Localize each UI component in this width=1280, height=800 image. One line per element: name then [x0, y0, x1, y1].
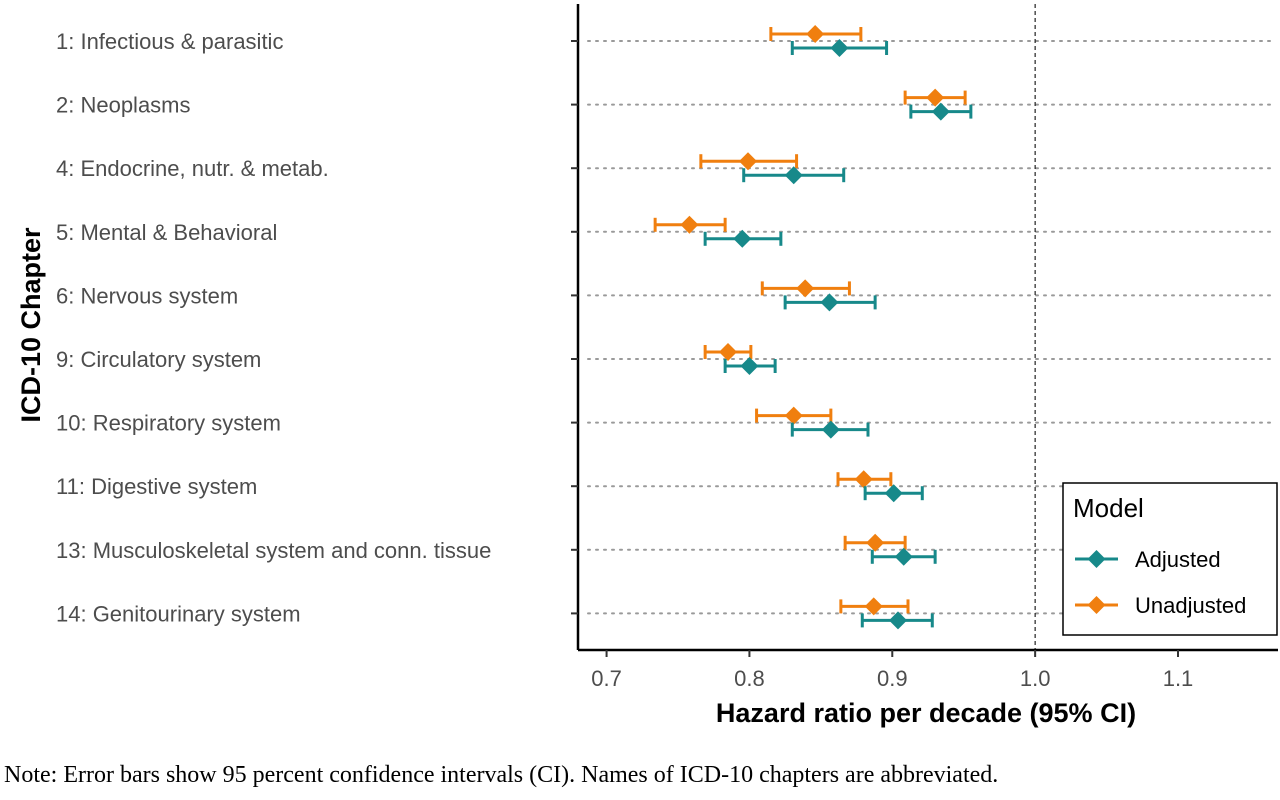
category-labels: 1: Infectious & parasitic 2: Neoplasms 4: … — [56, 29, 491, 626]
point-estimate — [926, 88, 945, 107]
legend-item-adjusted: Adjusted — [1075, 547, 1221, 572]
point-estimate — [854, 470, 873, 489]
category-label: 6: Nervous system — [56, 283, 238, 308]
legend-label: Adjusted — [1135, 547, 1221, 572]
category-label: 14: Genitourinary system — [56, 601, 301, 626]
x-tick-label: 0.8 — [734, 666, 765, 691]
category-label: 13: Musculoskeletal system and conn. tis… — [56, 538, 491, 563]
point-estimate — [739, 152, 757, 171]
y-ticks — [571, 40, 578, 615]
x-ticks: 0.7 0.8 0.9 1.0 1.1 — [591, 650, 1193, 691]
x-tick-label: 0.9 — [877, 666, 908, 691]
point-estimate — [806, 25, 825, 43]
category-label: 4: Endocrine, nutr. & metab. — [56, 156, 329, 181]
legend: Model Adjusted Unadjusted — [1062, 482, 1278, 636]
point-estimate — [719, 343, 737, 361]
data-marks — [653, 25, 973, 630]
legend-key-marker — [1087, 550, 1106, 568]
point-estimate — [784, 166, 803, 185]
y-axis-title: ICD-10 Chapter — [16, 227, 46, 423]
category-label: 1: Infectious & parasitic — [56, 29, 283, 54]
point-estimate — [821, 420, 840, 439]
x-axis-title: Hazard ratio per decade (95% CI) — [716, 698, 1136, 728]
point-estimate — [820, 293, 839, 312]
legend-title: Model — [1073, 493, 1144, 523]
legend-key-marker — [1087, 596, 1106, 614]
figure-note: Note: Error bars show 95 percent confide… — [4, 762, 999, 788]
point-estimate — [931, 102, 950, 121]
point-estimate — [866, 533, 885, 552]
point-estimate — [784, 406, 803, 425]
point-estimate — [796, 279, 815, 298]
point-estimate — [894, 547, 913, 566]
x-tick-label: 1.0 — [1020, 666, 1051, 691]
point-estimate — [740, 357, 759, 375]
series-unadjusted — [653, 25, 967, 616]
point-estimate — [733, 229, 752, 248]
series-adjusted — [703, 39, 973, 630]
legend-items: Adjusted Unadjusted — [1075, 547, 1246, 618]
point-estimate — [884, 484, 903, 503]
point-estimate — [864, 597, 883, 616]
category-label: 2: Neoplasms — [56, 93, 191, 118]
category-label: 9: Circulatory system — [56, 347, 261, 372]
point-estimate — [830, 39, 849, 57]
category-label: 5: Mental & Behavioral — [56, 220, 277, 245]
point-estimate — [680, 215, 699, 234]
x-tick-label: 0.7 — [591, 666, 622, 691]
gridlines — [587, 40, 1275, 615]
forest-plot: 0.7 0.8 0.9 1.0 1.1 1: Infectious & parasiti… — [16, 4, 1278, 728]
category-label: 10: Respiratory system — [56, 411, 281, 436]
legend-label: Unadjusted — [1135, 593, 1246, 618]
category-label: 11: Digestive system — [56, 474, 257, 499]
point-estimate — [889, 611, 907, 630]
legend-item-unadjusted: Unadjusted — [1075, 593, 1246, 618]
x-tick-label: 1.1 — [1163, 666, 1194, 691]
